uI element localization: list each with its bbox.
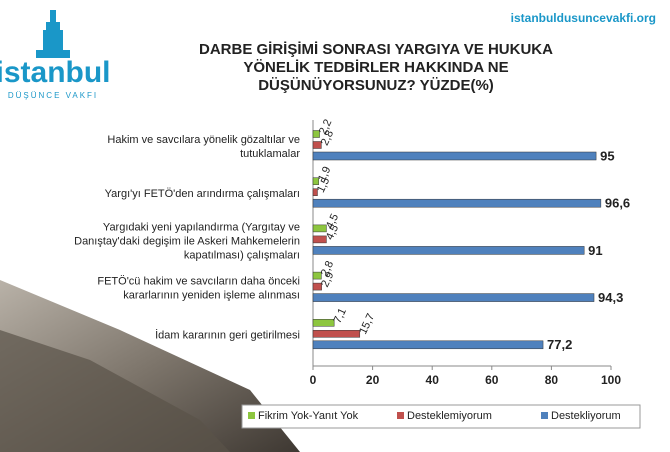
bar [312,151,597,161]
bar [312,235,327,244]
x-tick-label: 100 [601,373,621,387]
logo-subtitle: DÜŞÜNCE VAKFI [8,91,98,100]
bar [312,271,322,280]
x-tick-label: 20 [366,373,380,387]
bar [312,246,585,255]
chart-title: DARBE GİRİŞİMİ SONRASI YARGIYA VE HUKUKA [199,41,553,58]
category-label: Yargı'yı FETÖ'den arındırma çalışmaları [105,188,300,200]
category-label: İdam kararının geri getirilmesi [155,329,300,342]
background-photo [0,330,230,452]
value-label: 1,5 [315,176,332,195]
x-tick-label: 80 [545,373,559,387]
chart-title: YÖNELİK TEDBİRLER HAKKINDA NE [243,59,508,76]
bar [312,198,602,208]
logo-tower [36,10,70,58]
bar [312,224,327,233]
legend-label: Destekliyorum [551,410,621,422]
value-label: 2,9 [319,270,336,289]
value-label: 95 [600,148,614,163]
legend-label: Desteklemiyorum [407,410,492,422]
chart-title: DÜŞÜNÜYORSUNUZ? YÜZDE(%) [258,77,494,94]
bar [312,319,335,327]
url: istanbuldusuncevakfi.org [511,11,656,25]
bar [312,141,322,149]
value-label: 2,8 [319,259,336,278]
category-label: kararlarının yeniden işleme alınması [123,290,300,302]
value-label: 4,5 [324,212,341,231]
value-label: 77,2 [547,337,572,352]
legend-label: Fikrim Yok-Yanıt Yok [258,410,359,422]
value-label: 96,6 [605,196,630,211]
bar [312,330,361,338]
bar [312,188,318,196]
bar [312,293,595,302]
bar [312,130,320,138]
value-label: 91 [588,243,602,258]
legend-swatch [541,412,548,419]
value-label: 2,8 [319,129,336,148]
bar [312,282,322,291]
logo: istanbul [0,56,111,89]
category-label: Danıştay'daki degişim ile Askeri Mahkeme… [74,235,300,247]
value-label: 15,7 [357,312,377,336]
legend-box [241,404,641,429]
value-label: 2,2 [317,118,334,137]
bar [312,177,319,185]
legend-swatch [397,412,404,419]
x-tick-label: 0 [310,373,317,387]
value-label: 7,1 [332,306,349,325]
category-label: FETÖ'cü hakim ve savcıların daha önceki [97,276,300,288]
category-label: Hakim ve savcılara yönelik gözaltılar ve [107,134,300,146]
x-tick-label: 60 [485,373,499,387]
bar [312,340,544,350]
category-label: tutuklamalar [240,148,300,160]
value-label: 4,5 [324,223,341,242]
value-label: 1,9 [316,165,333,184]
legend-swatch [248,412,255,419]
value-label: 94,3 [598,290,623,305]
x-tick-label: 40 [426,373,440,387]
category-label: kapatılması) çalışmaları [184,249,300,261]
category-label: Yargıdaki yeni yapılandırma (Yargıtay ve [103,221,300,233]
